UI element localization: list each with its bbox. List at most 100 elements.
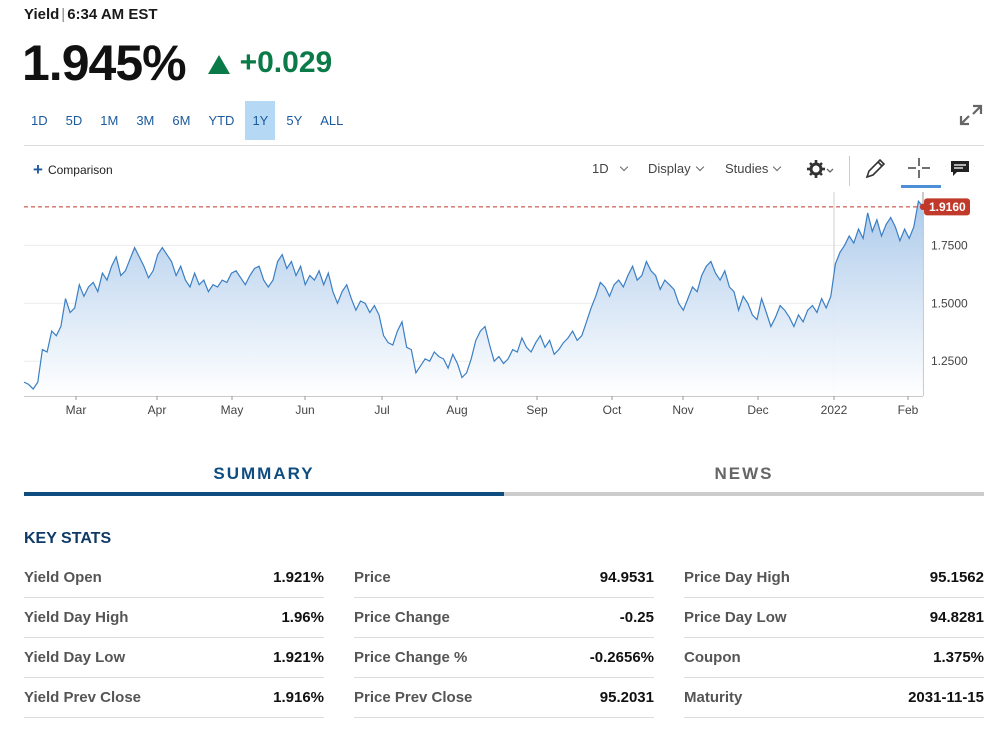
stat-value: -0.25	[619, 609, 654, 626]
stat-value: 94.8281	[929, 609, 984, 626]
key-stats-column-1: Yield Open 1.921% Yield Day High 1.96% Yie…	[24, 558, 324, 718]
range-5d[interactable]: 5D	[65, 113, 83, 128]
interval-label: 1D	[592, 161, 609, 176]
range-1d[interactable]: 1D	[31, 113, 48, 128]
crosshair-icon[interactable]	[906, 156, 932, 182]
stat-value: 95.1562	[929, 569, 984, 586]
quote-change-value: +0.029	[239, 46, 333, 79]
x-tick-label: Aug	[446, 403, 467, 417]
range-selector: 1D 5D 1M 3M 6M YTD 1Y 5Y ALL	[24, 101, 354, 140]
yield-chart[interactable]: 1.2500 1.5000 1.7500 Mar Apr May Jun Jul Aug Sep…	[0, 0, 998, 430]
tab-summary[interactable]: SUMMARY	[24, 456, 504, 496]
stat-label: Yield Day High	[24, 609, 129, 626]
y-tick-label: 1.2500	[931, 354, 968, 368]
stat-row: Coupon 1.375%	[684, 638, 984, 678]
x-tick-label: Dec	[747, 403, 768, 417]
quote-header: Yield | 6:34 AM EST	[24, 6, 158, 23]
stat-row: Price Day Low 94.8281	[684, 598, 984, 638]
quote-price: 1.945%	[22, 35, 187, 91]
quote-time: 6:34 AM EST	[67, 6, 158, 23]
content-tabs: SUMMARY NEWS	[24, 456, 984, 496]
x-tick-label: Feb	[898, 403, 919, 417]
plus-icon: +	[33, 160, 43, 179]
studies-label: Studies	[725, 161, 769, 176]
stat-row: Price Day High 95.1562	[684, 558, 984, 598]
studies-dropdown[interactable]: Studies	[725, 161, 782, 176]
range-1m[interactable]: 1M	[100, 113, 119, 128]
x-tick-label: Jun	[295, 403, 314, 417]
gear-icon[interactable]	[806, 158, 834, 184]
stat-row: Yield Day Low 1.921%	[24, 638, 324, 678]
stat-value: 1.96%	[281, 609, 324, 626]
stat-value: 94.9531	[599, 569, 654, 586]
chart-series-line	[23, 199, 924, 390]
stat-value: 1.916%	[273, 689, 324, 706]
stat-label: Price Day High	[684, 569, 790, 586]
up-arrow-icon	[207, 54, 230, 74]
crosshair-active-indicator	[901, 185, 941, 188]
x-tick-label: Sep	[526, 403, 548, 417]
stat-label: Price Day Low	[684, 609, 787, 626]
stat-label: Price Prev Close	[354, 689, 473, 706]
stat-row: Yield Prev Close 1.916%	[24, 678, 324, 718]
stat-row: Yield Day High 1.96%	[24, 598, 324, 638]
stat-label: Maturity	[684, 689, 743, 706]
stat-row: Price Prev Close 95.2031	[354, 678, 654, 718]
stat-value: -0.2656%	[589, 649, 654, 666]
display-dropdown[interactable]: Display	[648, 161, 704, 176]
range-6m[interactable]: 6M	[172, 113, 191, 128]
range-all[interactable]: ALL	[320, 113, 344, 128]
quote-change: +0.029	[207, 46, 333, 80]
x-tick-label: Mar	[66, 403, 87, 417]
stat-row: Maturity 2031-11-15	[684, 678, 984, 718]
y-tick-label: 1.5000	[931, 296, 968, 310]
key-stats-title: KEY STATS	[24, 530, 112, 547]
stat-label: Price Change %	[354, 649, 468, 666]
comparison-button[interactable]: + Comparison	[33, 160, 113, 179]
current-value-label: 1.9160	[929, 200, 966, 214]
stat-row: Price Change % -0.2656%	[354, 638, 654, 678]
range-ytd[interactable]: YTD	[208, 113, 235, 128]
stat-row: Yield Open 1.921%	[24, 558, 324, 598]
stat-row: Price 94.9531	[354, 558, 654, 598]
x-tick-label: May	[221, 403, 244, 417]
comparison-label: Comparison	[47, 163, 113, 177]
stat-label: Yield Prev Close	[24, 689, 141, 706]
x-tick-label: Nov	[672, 403, 693, 417]
stat-label: Price Change	[354, 609, 450, 626]
display-label: Display	[648, 161, 691, 176]
interval-dropdown[interactable]: 1D	[592, 161, 628, 176]
stat-value: 2031-11-15	[908, 689, 984, 706]
stat-label: Yield Day Low	[24, 649, 126, 666]
stat-label: Yield Open	[24, 569, 102, 586]
current-value-badge	[924, 198, 970, 216]
range-3m[interactable]: 3M	[136, 113, 155, 128]
x-tick-label: 2022	[821, 403, 848, 417]
key-stats-column-3: Price Day High 95.1562 Price Day Low 94.82…	[684, 558, 984, 718]
toolbar-divider	[849, 156, 850, 186]
chart-divider	[24, 145, 984, 146]
stat-value: 1.921%	[273, 649, 324, 666]
quote-summary: 1.945% +0.029	[22, 34, 332, 92]
x-tick-label: Apr	[148, 403, 167, 417]
chart-area-fill	[24, 201, 923, 396]
x-tick-label: Oct	[603, 403, 622, 417]
stat-label: Coupon	[684, 649, 741, 666]
x-tick-label: Jul	[374, 403, 389, 417]
y-tick-label: 1.7500	[931, 238, 968, 252]
quote-title: Yield	[24, 6, 60, 23]
stat-value: 1.921%	[273, 569, 324, 586]
key-stats-column-2: Price 94.9531 Price Change -0.25 Price Cha…	[354, 558, 654, 718]
range-5y[interactable]: 5Y	[286, 113, 303, 128]
stat-value: 95.2031	[599, 689, 654, 706]
pencil-icon[interactable]	[862, 156, 888, 182]
stat-label: Price	[354, 569, 391, 586]
stat-row: Price Change -0.25	[354, 598, 654, 638]
chart-toolbar: + Comparison 1D Display Studies	[24, 150, 984, 190]
stat-value: 1.375%	[933, 649, 984, 666]
range-1y[interactable]: 1Y	[245, 101, 276, 140]
current-value-marker: 1.9160	[919, 198, 970, 216]
tab-news[interactable]: NEWS	[504, 456, 984, 496]
comment-icon[interactable]	[948, 156, 974, 182]
expand-icon[interactable]	[956, 100, 986, 130]
